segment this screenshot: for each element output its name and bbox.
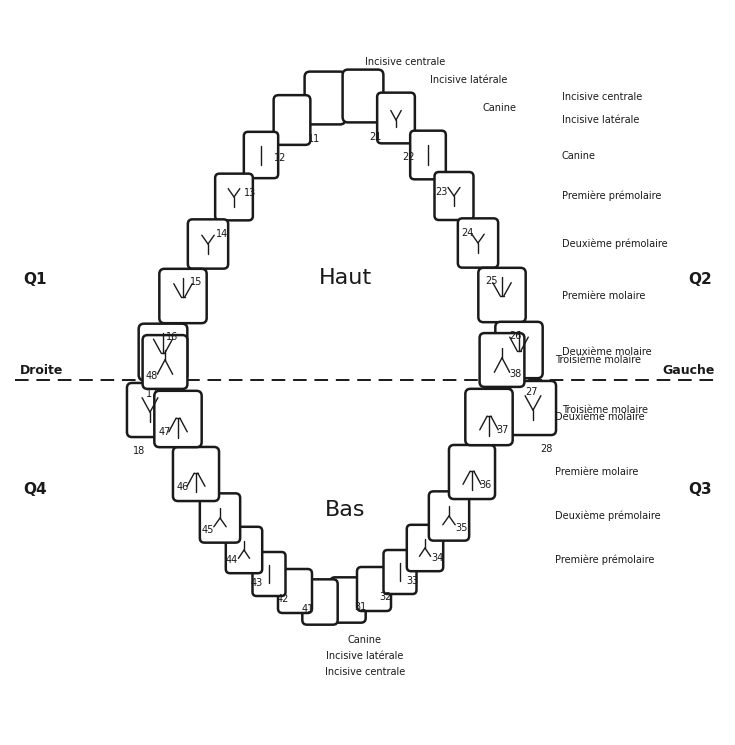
Text: Troisième molaire: Troisième molaire — [562, 405, 648, 415]
Text: Bas: Bas — [325, 500, 365, 520]
Text: Deuxième molaire: Deuxième molaire — [562, 347, 652, 357]
FancyBboxPatch shape — [429, 492, 469, 541]
Text: Q3: Q3 — [688, 483, 711, 498]
Text: Deuxième molaire: Deuxième molaire — [555, 412, 645, 422]
Text: Incisive latérale: Incisive latérale — [430, 75, 507, 85]
Text: Incisive centrale: Incisive centrale — [365, 57, 445, 67]
Text: 42: 42 — [277, 594, 289, 604]
Text: 17: 17 — [146, 389, 158, 399]
FancyBboxPatch shape — [434, 172, 473, 220]
Text: 12: 12 — [274, 153, 286, 163]
FancyBboxPatch shape — [406, 524, 443, 571]
Text: 18: 18 — [133, 446, 145, 456]
Text: Incisive centrale: Incisive centrale — [562, 92, 642, 102]
FancyBboxPatch shape — [304, 72, 345, 124]
Text: 33: 33 — [406, 576, 418, 586]
Text: Q2: Q2 — [688, 273, 712, 288]
Text: Première molaire: Première molaire — [562, 291, 645, 301]
FancyBboxPatch shape — [357, 567, 391, 611]
Text: Gauche: Gauche — [663, 364, 715, 377]
FancyBboxPatch shape — [188, 219, 228, 269]
Text: 13: 13 — [244, 188, 256, 198]
FancyBboxPatch shape — [226, 527, 262, 573]
Text: 36: 36 — [479, 480, 491, 490]
FancyBboxPatch shape — [330, 577, 366, 623]
Text: 15: 15 — [190, 277, 202, 287]
Text: 35: 35 — [456, 523, 468, 533]
FancyBboxPatch shape — [458, 218, 498, 267]
Text: Incisive latérale: Incisive latérale — [562, 115, 639, 125]
Text: 27: 27 — [526, 387, 538, 397]
Text: 43: 43 — [251, 578, 263, 588]
Text: 45: 45 — [202, 525, 214, 535]
FancyBboxPatch shape — [244, 132, 278, 178]
Text: Deuxième prémolaire: Deuxième prémolaire — [555, 511, 661, 522]
Text: 41: 41 — [302, 604, 314, 614]
Text: 28: 28 — [539, 444, 552, 454]
FancyBboxPatch shape — [343, 69, 384, 122]
Text: Q1: Q1 — [24, 273, 47, 288]
FancyBboxPatch shape — [465, 389, 513, 446]
FancyBboxPatch shape — [253, 552, 285, 596]
Text: 31: 31 — [354, 602, 366, 612]
FancyBboxPatch shape — [159, 269, 207, 323]
FancyBboxPatch shape — [302, 580, 337, 624]
Text: 44: 44 — [226, 555, 238, 565]
Text: 46: 46 — [177, 482, 189, 492]
Text: Première prémolaire: Première prémolaire — [562, 191, 662, 201]
Text: 23: 23 — [435, 187, 447, 197]
Text: Haut: Haut — [318, 268, 372, 288]
FancyBboxPatch shape — [273, 95, 310, 145]
Text: Deuxième prémolaire: Deuxième prémolaire — [562, 238, 667, 250]
FancyBboxPatch shape — [127, 383, 173, 437]
FancyBboxPatch shape — [449, 445, 495, 499]
FancyBboxPatch shape — [410, 130, 446, 180]
Text: Incisive latérale: Incisive latérale — [326, 651, 404, 661]
Text: 47: 47 — [159, 427, 171, 437]
Text: 25: 25 — [486, 276, 498, 286]
Text: 37: 37 — [497, 425, 509, 435]
Text: Canine: Canine — [483, 103, 517, 113]
Text: 11: 11 — [308, 134, 320, 144]
FancyBboxPatch shape — [495, 322, 542, 378]
Text: 24: 24 — [461, 228, 473, 238]
FancyBboxPatch shape — [384, 550, 417, 594]
Text: 38: 38 — [509, 369, 521, 379]
Text: Canine: Canine — [562, 151, 596, 161]
FancyBboxPatch shape — [377, 92, 415, 143]
Text: 21: 21 — [369, 132, 381, 142]
FancyBboxPatch shape — [173, 447, 219, 501]
FancyBboxPatch shape — [480, 333, 524, 387]
Text: Première molaire: Première molaire — [555, 467, 639, 477]
FancyBboxPatch shape — [139, 323, 187, 380]
FancyBboxPatch shape — [154, 391, 201, 447]
Text: 32: 32 — [380, 592, 392, 602]
FancyBboxPatch shape — [510, 381, 556, 435]
Text: 22: 22 — [403, 152, 415, 162]
Text: 16: 16 — [166, 332, 178, 342]
Text: 14: 14 — [216, 229, 228, 239]
Text: Première prémolaire: Première prémolaire — [555, 555, 654, 565]
FancyBboxPatch shape — [478, 267, 526, 322]
FancyBboxPatch shape — [143, 335, 187, 389]
Text: Troisième molaire: Troisième molaire — [555, 355, 641, 365]
Text: Incisive centrale: Incisive centrale — [325, 667, 405, 677]
Text: 34: 34 — [431, 553, 443, 563]
Text: 48: 48 — [146, 371, 158, 381]
Text: 26: 26 — [509, 331, 521, 341]
Text: Q4: Q4 — [24, 483, 47, 498]
Text: Droite: Droite — [20, 364, 63, 377]
Text: Canine: Canine — [348, 635, 382, 645]
FancyBboxPatch shape — [200, 493, 240, 542]
FancyBboxPatch shape — [278, 569, 312, 613]
FancyBboxPatch shape — [215, 174, 253, 221]
